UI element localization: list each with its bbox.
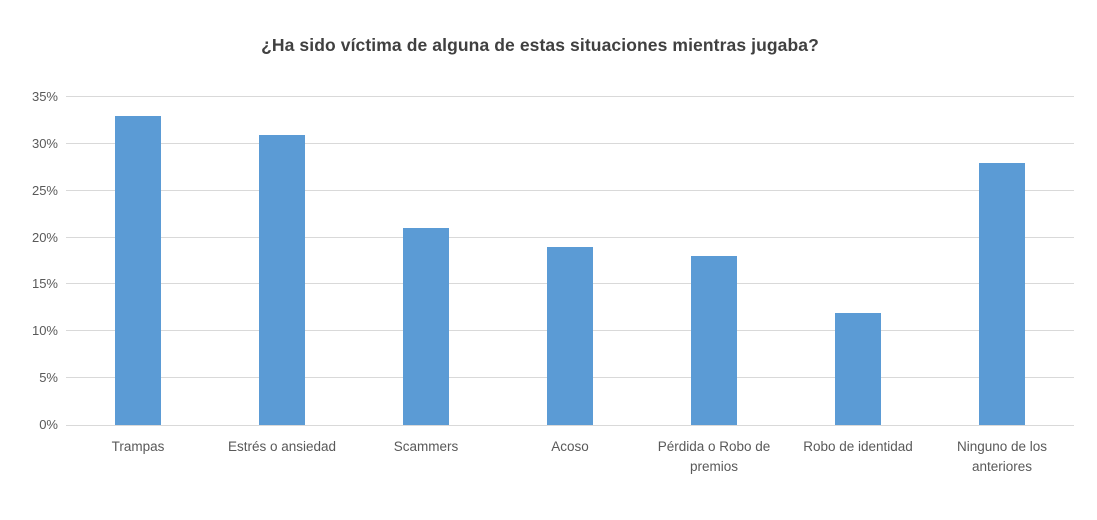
y-tick-label: 0% — [39, 417, 58, 432]
y-tick-label: 15% — [31, 276, 58, 292]
y-tick-label: 30% — [31, 135, 58, 151]
x-category-label: Pérdida o Robo de premios — [657, 439, 771, 474]
x-category-label: Estrés o ansiedad — [227, 439, 337, 454]
x-category-label: Trampas — [111, 439, 165, 454]
y-tick-label: 10% — [31, 323, 58, 339]
x-category-label: Scammers — [393, 439, 459, 454]
gridline — [66, 96, 1074, 97]
bar — [547, 246, 593, 425]
y-tick-label: 35% — [31, 89, 58, 104]
bar — [115, 115, 161, 425]
y-tick-label: 25% — [31, 182, 58, 198]
x-category-label: Acoso — [551, 439, 589, 454]
bar — [403, 228, 449, 425]
plot-area — [66, 96, 1074, 426]
gridline — [66, 236, 1074, 238]
bar — [979, 162, 1025, 425]
bar — [835, 312, 881, 425]
y-tick-label: 5% — [39, 370, 58, 386]
bar — [259, 134, 305, 425]
gridline — [66, 189, 1074, 191]
bar — [691, 256, 737, 425]
x-category-label: Ninguno de los anteriores — [956, 439, 1048, 474]
x-category-label: Robo de identidad — [803, 439, 913, 454]
gridline — [66, 142, 1074, 144]
chart-title: ¿Ha sido víctima de alguna de estas situ… — [261, 35, 819, 55]
y-tick-label: 20% — [31, 229, 58, 245]
